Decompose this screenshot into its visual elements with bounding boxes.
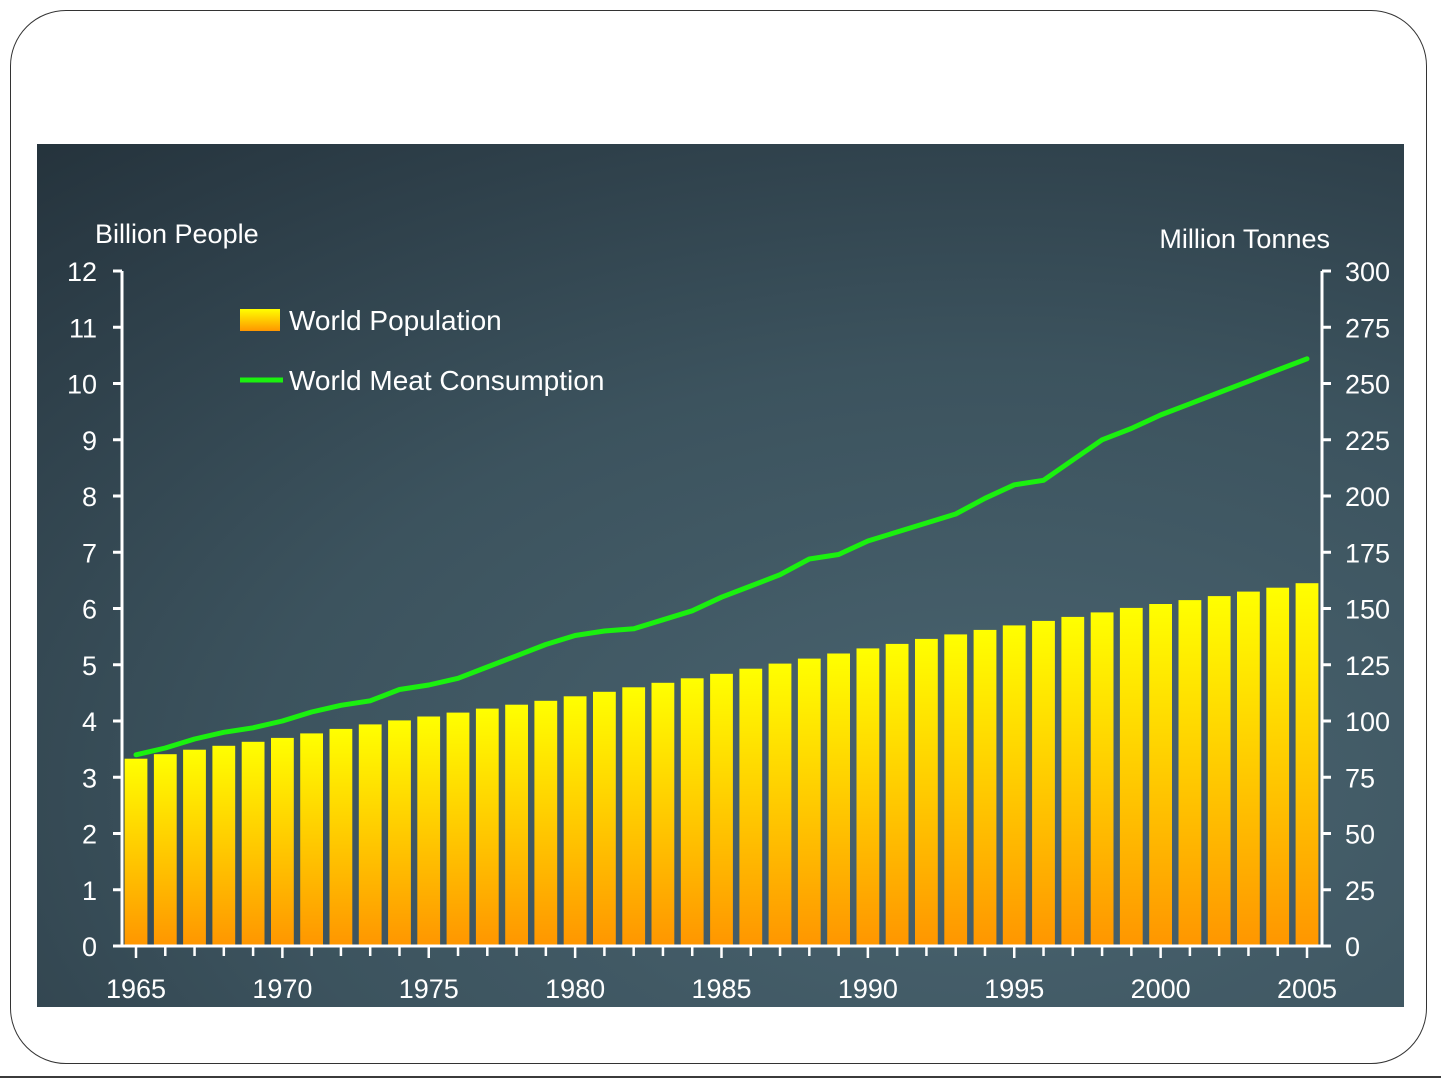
legend-label-population: World Population [289, 305, 502, 336]
population-bar [534, 700, 558, 947]
left-tick-label: 9 [82, 426, 97, 456]
x-tick-label: 1990 [838, 974, 898, 1004]
population-bar [1002, 625, 1026, 946]
right-tick-label: 250 [1345, 370, 1390, 400]
population-bar [768, 663, 792, 946]
right-tick-label: 50 [1345, 820, 1375, 850]
x-tick-label: 1970 [252, 974, 312, 1004]
population-bar [944, 634, 968, 946]
left-tick-label: 3 [82, 763, 97, 793]
chart-svg: Billion People Million Tonnes 0123456789… [67, 219, 1390, 1004]
population-bar [651, 682, 675, 947]
population-bar [388, 720, 411, 946]
right-tick-label: 175 [1345, 538, 1390, 568]
population-bar [680, 678, 704, 947]
population-bar [973, 629, 997, 946]
left-tick-label: 11 [69, 313, 97, 343]
right-tick-label: 0 [1345, 932, 1360, 962]
population-bar [1090, 612, 1114, 946]
x-tick-label: 2005 [1277, 974, 1337, 1004]
population-bar [885, 643, 909, 946]
population-bar [1295, 583, 1319, 946]
legend-label-meat: World Meat Consumption [289, 365, 604, 396]
left-tick-label: 1 [82, 876, 97, 906]
right-axis-title: Million Tonnes [1159, 224, 1330, 254]
population-bar [271, 737, 294, 946]
population-bar [417, 716, 441, 946]
population-bar [124, 758, 148, 946]
population-bar [1266, 587, 1290, 946]
right-tick-label: 125 [1345, 651, 1390, 681]
left-tick-label: 10 [67, 370, 97, 400]
population-bar [710, 673, 733, 947]
x-tick-label: 1975 [399, 974, 459, 1004]
left-tick-label: 0 [82, 932, 97, 962]
right-tick-label: 75 [1345, 763, 1375, 793]
x-tick-label: 1980 [545, 974, 605, 1004]
right-tick-label: 275 [1345, 313, 1390, 343]
axes-layer: 0123456789101112025507510012515017520022… [67, 257, 1390, 1004]
population-bar [300, 733, 323, 946]
population-bar [622, 687, 646, 947]
right-tick-label: 25 [1345, 876, 1375, 906]
population-bar [1032, 620, 1055, 946]
population-bar [446, 712, 470, 946]
population-bar [1119, 607, 1143, 946]
population-bar [329, 728, 353, 946]
population-bar [241, 741, 265, 946]
legend: World Population World Meat Consumption [240, 305, 604, 396]
left-axis-title: Billion People [95, 219, 259, 249]
population-bar [1178, 600, 1202, 946]
population-bar [1061, 616, 1085, 946]
population-bar [739, 668, 763, 946]
bars-layer [124, 583, 1319, 947]
right-tick-label: 225 [1345, 426, 1390, 456]
population-bar [505, 704, 528, 946]
population-bar [797, 658, 821, 946]
population-bar [183, 749, 206, 946]
left-tick-label: 12 [67, 257, 97, 287]
meat-consumption-line [133, 356, 1310, 758]
x-tick-label: 1995 [984, 974, 1044, 1004]
population-bar [1207, 596, 1231, 946]
x-tick-label: 1965 [106, 974, 166, 1004]
right-tick-label: 300 [1345, 257, 1390, 287]
x-tick-label: 2000 [1131, 974, 1191, 1004]
left-tick-label: 2 [82, 820, 97, 850]
left-tick-label: 7 [82, 538, 97, 568]
population-bar [827, 653, 850, 946]
population-bar [475, 708, 499, 946]
left-tick-label: 5 [82, 651, 97, 681]
left-tick-label: 8 [82, 482, 97, 512]
right-tick-label: 100 [1345, 707, 1390, 737]
population-bar [1237, 591, 1260, 946]
left-tick-label: 6 [82, 595, 97, 625]
left-tick-label: 4 [82, 707, 97, 737]
right-tick-label: 150 [1345, 595, 1390, 625]
population-bar [593, 691, 616, 947]
population-bar [563, 696, 587, 947]
right-tick-label: 200 [1345, 482, 1390, 512]
population-bar [212, 745, 236, 947]
population-bar [153, 754, 177, 946]
bottom-rule [0, 1076, 1441, 1078]
population-bar [1149, 604, 1172, 946]
population-bar [856, 648, 880, 946]
population-bar [358, 724, 382, 946]
population-bar [915, 638, 938, 946]
line-layer [133, 356, 1310, 758]
x-tick-label: 1985 [691, 974, 751, 1004]
legend-swatch-population [240, 309, 280, 331]
